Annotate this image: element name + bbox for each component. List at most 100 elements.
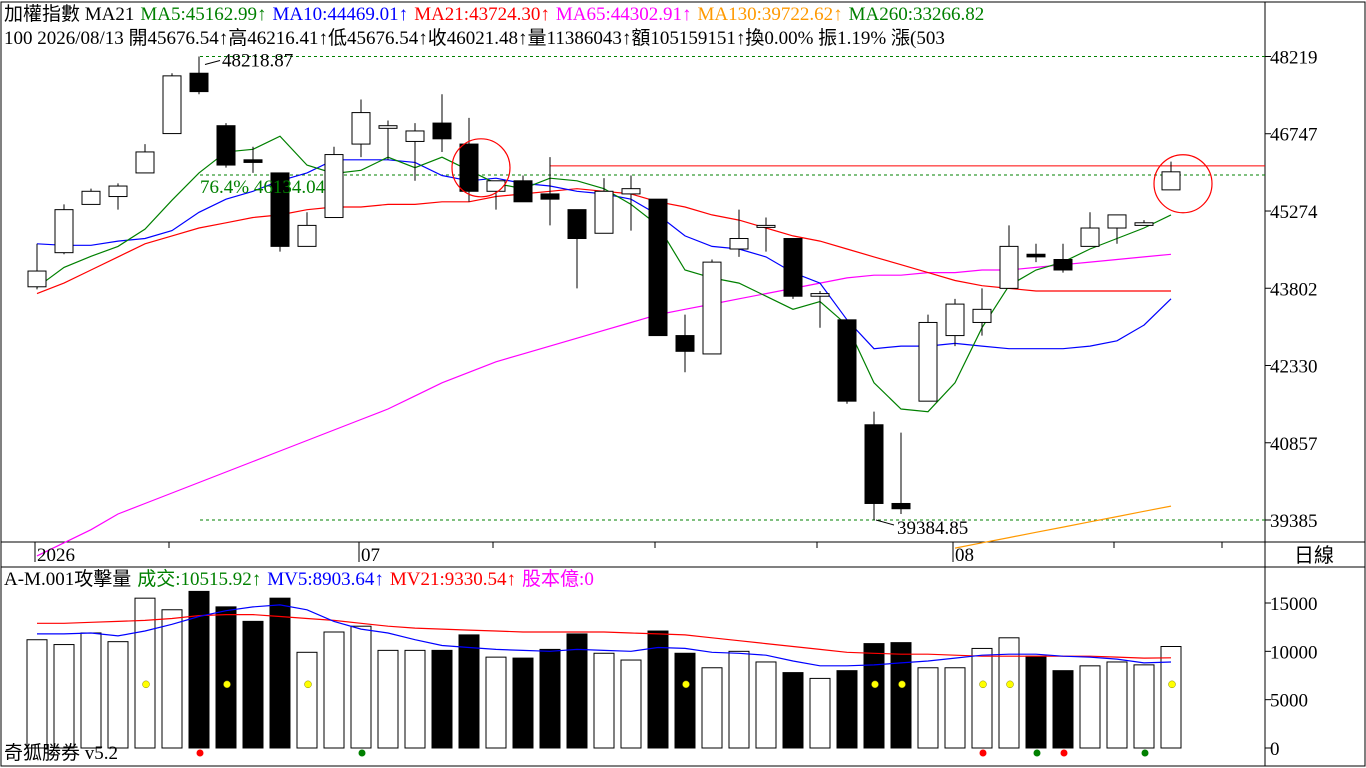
volume-bar [134,597,156,749]
volume-bar [269,597,291,749]
fib-level-label: 76.4% 46134.04 [200,177,326,198]
candle-body [216,125,236,166]
volume-bar [26,639,48,749]
volume-legend-item: MV5:8903.64↑ [267,569,384,590]
mv5-line [37,604,1172,667]
yellow-signal-dot [979,680,987,689]
candle [432,94,452,152]
ma-legend-item: MA260:33266.82 [849,4,985,25]
candle [486,180,506,210]
mv21-line [37,613,1172,659]
candle [189,56,209,95]
candle-body [918,321,938,402]
candle-body [1053,258,1073,271]
date-tick-label: 07 [361,545,380,566]
candle-body [513,180,533,203]
candle-body [27,270,47,288]
candle [162,73,182,135]
volume-bar [1160,646,1182,749]
candle-body [162,75,182,135]
volume-bar [836,670,858,749]
candle [54,204,74,255]
volume-bar [215,606,237,749]
candle-body [297,224,317,247]
candle-body [1026,253,1046,258]
candle [1026,243,1046,263]
yellow-signal-dot [871,680,879,689]
candle-body [351,112,371,145]
candle-body [945,303,965,337]
yellow-signal-dot [142,680,150,689]
volume-legend-item: MV21:9330.54↑ [390,569,516,590]
candle [999,225,1019,289]
candle [540,157,560,226]
volume-bar [755,661,777,749]
candle [864,411,884,520]
volume-bar [161,609,183,749]
price-tick-label: 43802 [1270,279,1318,300]
candle [1134,220,1154,226]
volume-bar [944,667,966,749]
price-tick-label: 45274 [1270,202,1318,223]
volume-axis: 15000 10000 5000 0 [1265,594,1318,760]
volume-bar [404,649,426,749]
candle [351,99,371,158]
candle [324,146,344,219]
candle-body [999,245,1019,289]
date-tick-label: 2026 [37,545,75,566]
volume-legend-line: A-M.001攻擊量 成交:10515.92↑ MV5:8903.64↑ MV21:9… [4,568,594,590]
candle [81,188,101,205]
candlestick-series[interactable] [27,56,1213,521]
price-tick-label: 42330 [1270,356,1318,377]
volume-bar [647,630,669,749]
candle [594,178,614,234]
green-signal-dot [1033,749,1041,757]
candle-body [1161,171,1181,191]
volume-bar [728,650,750,749]
candle-body [621,188,641,195]
ma-legend-item: MA130:39722.62↑ [698,4,843,25]
candle-body [702,261,722,355]
candle [729,209,749,257]
volume-bar [80,632,102,749]
red-signal-dot [979,749,987,757]
candle-body [729,238,749,250]
price-tick-label: 48219 [1270,48,1318,69]
candle [405,123,425,181]
volume-bar [620,659,642,749]
green-signal-dot [1141,749,1149,757]
price-tick-label: 40857 [1270,434,1318,455]
volume-tick-label: 5000 [1270,691,1308,712]
volume-bar [890,642,912,749]
volume-bar [539,648,561,749]
volume-bar-series[interactable] [26,590,1182,749]
volume-average-lines [37,604,1172,667]
volume-bar [593,652,615,749]
candle [675,314,695,373]
volume-bar [53,644,75,749]
candle-body [243,159,263,163]
candle [135,144,155,174]
yellow-signal-dot [1168,680,1176,689]
volume-bar [512,657,534,749]
period-label[interactable]: 日線 [1294,544,1334,567]
volume-bar [1133,664,1155,749]
ma-legend-line: 加權指數 MA21 MA5:45162.99↑ MA10:44469.01↑ MA21… [4,3,984,25]
volume-bar [188,590,210,749]
ma-legend-item: MA21:43724.30↑ [414,4,550,25]
candle-body [810,293,830,297]
candle-body [108,185,128,198]
volume-bar [701,667,723,749]
low-label-leader [875,519,895,526]
candle-body [405,130,425,142]
reference-lines [200,56,1265,526]
high-label-leader [204,60,221,65]
price-tick-label: 39385 [1270,511,1318,532]
volume-bar [998,637,1020,749]
candle [783,238,803,299]
ma65-line [36,253,1172,557]
candle [378,120,398,160]
